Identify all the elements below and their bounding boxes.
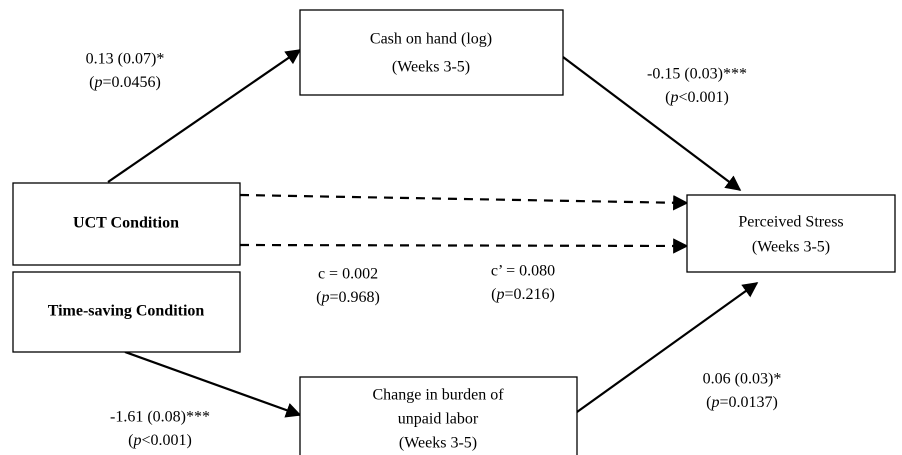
edge-p-value: (p=0.0456) (89, 74, 161, 91)
node-label: (Weeks 3-5) (752, 239, 830, 256)
arrow (576, 282, 759, 413)
dashed-arrow (239, 238, 689, 254)
p-open: ( (316, 289, 321, 306)
edge-estimate: -0.15 (0.03)*** (647, 66, 747, 83)
p-rest: <0.001) (678, 89, 728, 106)
edge-p-value: (p=0.216) (491, 286, 555, 303)
arrow (124, 350, 302, 418)
node-label: Time-saving Condition (48, 303, 205, 320)
node-box (12, 271, 241, 353)
node-label: Perceived Stress (738, 214, 843, 231)
p-symbol: p (669, 89, 678, 106)
p-open: ( (491, 286, 496, 303)
dashed-arrow (239, 193, 689, 211)
node-box (686, 194, 896, 273)
p-open: ( (665, 89, 670, 106)
p-symbol: p (93, 74, 102, 91)
node-label: UCT Condition (73, 215, 179, 232)
edge-estimate: c = 0.002 (318, 266, 378, 283)
node-box (299, 9, 564, 96)
p-symbol: p (495, 286, 504, 303)
arrow (107, 49, 302, 183)
edge-estimate: 0.06 (0.03)* (703, 371, 782, 388)
node-box (299, 376, 578, 455)
edge-p-value: (p<0.001) (665, 89, 729, 106)
edge-p-value: (p=0.968) (316, 289, 380, 306)
node-label: Change in burden of (372, 387, 504, 404)
node-label: (Weeks 3-5) (399, 435, 477, 452)
edge-p-value: (p<0.001) (128, 432, 192, 449)
p-rest: =0.0137) (719, 394, 777, 411)
node-label: unpaid labor (398, 411, 479, 428)
edge-estimate: c’ = 0.080 (491, 263, 555, 280)
edge-estimate: -1.61 (0.08)*** (110, 409, 210, 426)
p-open: ( (128, 432, 133, 449)
p-symbol: p (710, 394, 719, 411)
p-rest: =0.216) (504, 286, 554, 303)
p-symbol: p (132, 432, 141, 449)
edge-estimate: 0.13 (0.07)* (86, 51, 165, 68)
node-label: (Weeks 3-5) (392, 59, 470, 76)
p-open: ( (706, 394, 711, 411)
p-open: ( (89, 74, 94, 91)
p-rest: =0.968) (329, 289, 379, 306)
node-label: Cash on hand (log) (370, 31, 492, 48)
arrow (562, 56, 742, 191)
edge-p-value: (p=0.0137) (706, 394, 778, 411)
p-rest: <0.001) (141, 432, 191, 449)
p-symbol: p (320, 289, 329, 306)
node-box (12, 182, 241, 266)
p-rest: =0.0456) (102, 74, 160, 91)
